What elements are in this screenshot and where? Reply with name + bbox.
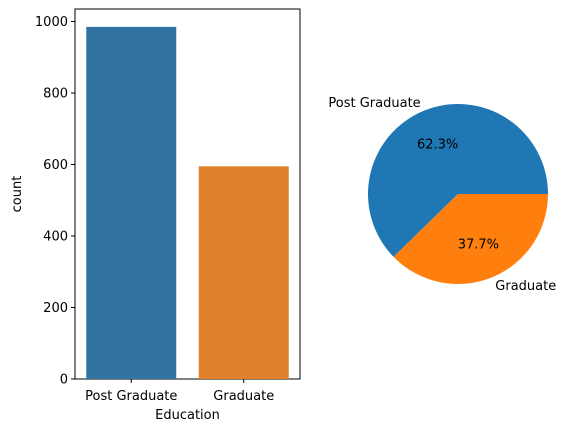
x-axis-ticks: Post Graduate Graduate [85,379,274,404]
bar-graduate [198,166,289,379]
bar-chart-frame [74,8,301,380]
pie-slice-post-graduate [368,104,548,257]
y-tick-label: 1000 [35,15,68,30]
y-tick-label: 600 [43,158,68,173]
y-axis-label: count [10,176,25,213]
y-tick-label: 200 [43,301,68,316]
pie-slice-label: Post Graduate [328,96,420,111]
x-tick-label: Graduate [213,389,274,404]
bars [86,26,289,380]
y-tick-label: 400 [43,230,68,245]
pie-percent-label: 37.7% [458,238,499,253]
y-tick-label: 800 [43,87,68,102]
pie-percent-label: 62.3% [417,137,458,152]
bar-post-graduate [86,26,177,380]
y-tick-label: 0 [60,373,68,388]
pie-slice-graduate [393,194,548,284]
pie-chart: 62.3% Post Graduate 37.7% Graduate [328,96,556,294]
x-axis-label: Education [155,408,220,423]
y-axis-ticks: 0 200 400 600 800 1000 [35,15,75,388]
x-tick-label: Post Graduate [85,389,177,404]
pie-slice-label: Graduate [495,279,556,294]
